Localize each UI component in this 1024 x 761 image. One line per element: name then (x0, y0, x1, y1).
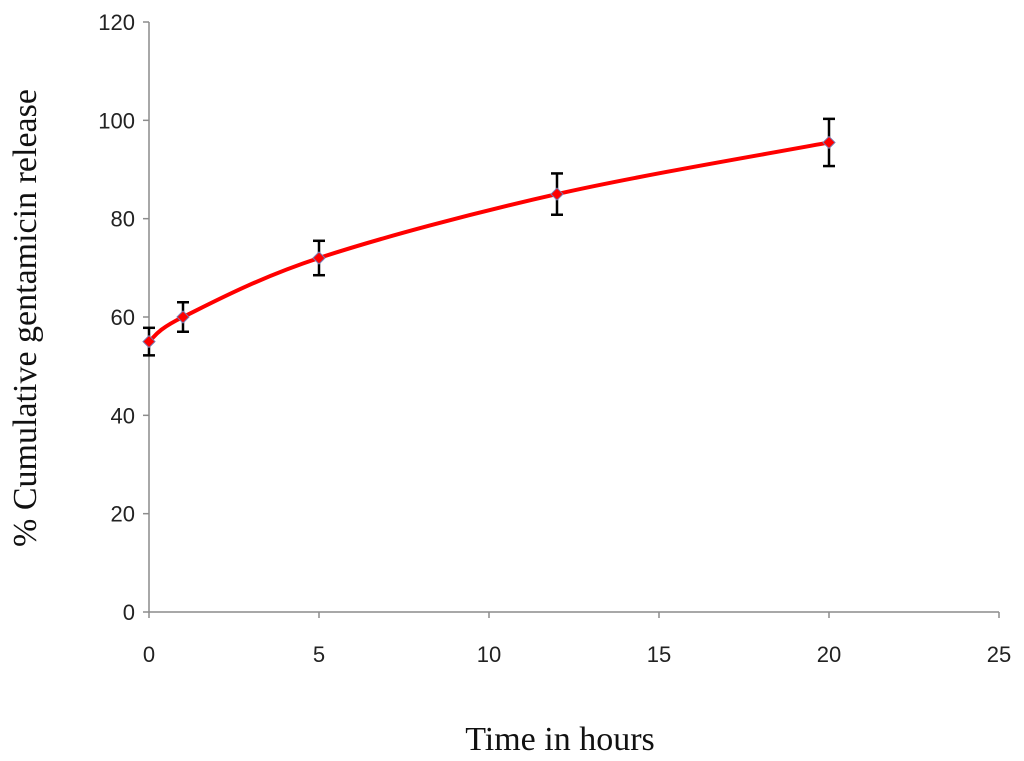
data-point-marker (176, 310, 190, 324)
data-point-marker (142, 334, 156, 349)
x-tick-label: 15 (647, 642, 671, 667)
y-tick-label: 40 (111, 403, 135, 428)
x-axis-title: Time in hours (465, 721, 655, 758)
y-tick-label: 120 (98, 10, 135, 35)
x-tick-label: 20 (817, 642, 841, 667)
series-layer (142, 117, 836, 357)
data-point-marker (550, 187, 564, 201)
y-tick-label: 80 (111, 207, 135, 232)
y-axis-title: % Cumulative gentamicin release (7, 89, 44, 547)
y-tick-label: 100 (98, 108, 135, 133)
y-tick-label: 0 (123, 600, 135, 625)
y-tick-label: 20 (111, 502, 135, 527)
y-tick-label: 60 (111, 305, 135, 330)
series-line (147, 140, 831, 344)
data-point-marker (822, 135, 836, 150)
x-tick-label: 5 (313, 642, 325, 667)
x-tick-label: 10 (477, 642, 501, 667)
x-tick-label: 0 (143, 642, 155, 667)
x-axis-ticks: 0 5 10 15 20 25 (143, 612, 1011, 667)
x-tick-label: 25 (987, 642, 1011, 667)
y-axis-ticks: 0 20 40 60 80 100 120 (98, 10, 149, 625)
data-point-marker (312, 251, 326, 265)
